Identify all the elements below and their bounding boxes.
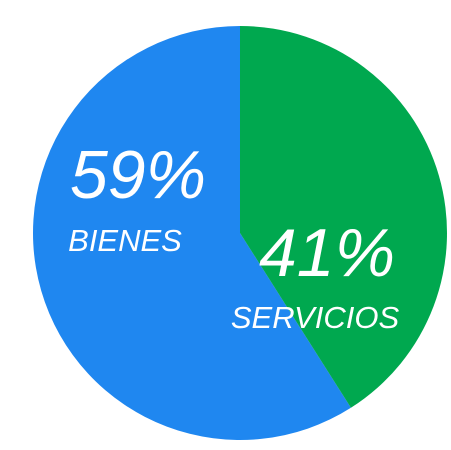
category-label: SERVICIOS <box>231 300 400 335</box>
slices <box>32 26 447 441</box>
pie-slice <box>240 26 447 408</box>
value-label: 59% <box>70 137 206 213</box>
category-label: BIENES <box>68 223 182 258</box>
value-label: 41% <box>259 215 395 291</box>
pie-slice <box>32 26 351 441</box>
